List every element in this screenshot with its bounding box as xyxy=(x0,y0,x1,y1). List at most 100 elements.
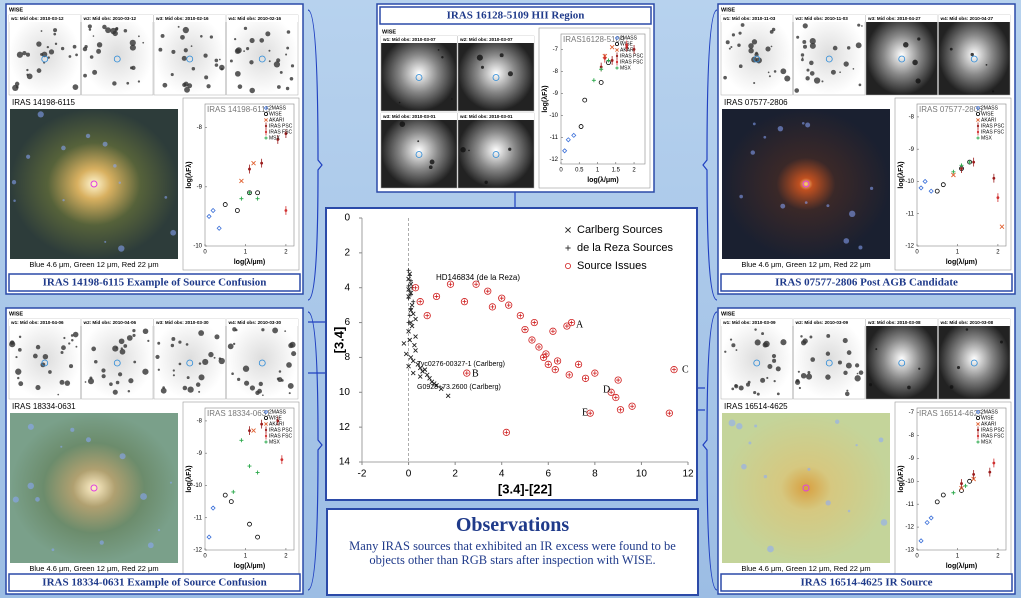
thumb-label: w1: Mid obs: 2010-03-07 xyxy=(382,37,436,42)
star xyxy=(288,383,294,389)
star xyxy=(109,382,113,386)
star xyxy=(272,328,278,334)
x-tick-label: 10 xyxy=(636,469,648,480)
y-tick-label: -11 xyxy=(906,502,915,508)
star xyxy=(40,53,43,56)
star xyxy=(192,67,195,70)
star xyxy=(776,366,781,371)
star xyxy=(89,28,91,30)
sky-star xyxy=(778,126,783,131)
y-tick-label: -9 xyxy=(553,91,559,97)
star xyxy=(121,347,123,349)
sky-star xyxy=(751,150,755,154)
star xyxy=(18,381,23,386)
star xyxy=(18,348,22,352)
star xyxy=(155,355,159,359)
star xyxy=(199,374,205,380)
star xyxy=(75,346,77,348)
dot xyxy=(992,177,995,180)
dot xyxy=(285,209,288,212)
sky-star xyxy=(170,230,176,236)
star xyxy=(875,348,877,350)
x-tick-label: 12 xyxy=(682,469,694,480)
star xyxy=(916,78,921,83)
sky-star xyxy=(879,437,884,442)
star xyxy=(115,28,118,31)
x-axis-label: log(λ/μm) xyxy=(234,562,266,570)
star xyxy=(477,55,483,61)
star xyxy=(259,38,264,43)
star xyxy=(15,369,21,375)
y-tick-label: 12 xyxy=(339,422,351,433)
sky-star xyxy=(764,475,767,478)
sky-image xyxy=(10,109,178,259)
thumb-label: w2: Mid obs: 2010-03-12 xyxy=(83,16,137,21)
sky-star xyxy=(881,519,888,526)
star xyxy=(37,68,42,73)
star xyxy=(796,36,799,39)
star xyxy=(795,380,800,385)
panel-title: IRAS 14198-6115 Example of Source Confus… xyxy=(43,277,267,289)
star xyxy=(128,378,133,383)
y-tick-label: -9 xyxy=(197,184,203,190)
star xyxy=(183,27,189,33)
bracket xyxy=(308,10,322,300)
star xyxy=(132,329,135,332)
star xyxy=(802,40,806,44)
thumb-label: w2: Mid obs: 2010-04-06 xyxy=(83,320,137,325)
star xyxy=(27,74,33,80)
y-tick-label: -8 xyxy=(197,125,203,131)
dot xyxy=(997,196,1000,199)
star xyxy=(19,336,21,338)
x-tick-label: 0.5 xyxy=(575,168,584,174)
sky-star xyxy=(805,122,810,127)
image-label: IRAS 07577-2806 xyxy=(724,98,788,107)
thumb-label: w2: Mid obs: 2010-03-07 xyxy=(459,37,513,42)
star xyxy=(171,50,175,54)
dot xyxy=(265,435,267,437)
star xyxy=(238,84,243,89)
thumb-label: w3: Mid obs: 2010-04-27 xyxy=(867,16,921,21)
sky-star xyxy=(739,195,743,199)
star xyxy=(986,64,988,66)
wise-label: WISE xyxy=(382,29,396,35)
star xyxy=(286,362,292,368)
star xyxy=(15,356,17,358)
x-tick-label: 0 xyxy=(406,469,412,480)
legend-label: Carlberg Sources xyxy=(577,224,663,236)
sky-image xyxy=(722,413,890,563)
star xyxy=(127,335,133,341)
sky-star xyxy=(12,180,16,184)
star xyxy=(61,47,64,50)
y-tick-label: -12 xyxy=(905,244,914,250)
star xyxy=(838,360,842,364)
star xyxy=(215,63,218,66)
thumb-label: w3: Mid obs: 2010-03-08 xyxy=(867,320,921,325)
star xyxy=(500,53,504,57)
sky-star xyxy=(835,420,839,424)
star xyxy=(178,26,180,28)
sky-star xyxy=(807,468,810,471)
y-tick-label: -9 xyxy=(197,451,203,457)
x-axis-label: log(λ/μm) xyxy=(234,258,266,266)
sky-star xyxy=(70,428,74,432)
sky-star xyxy=(28,483,34,489)
star xyxy=(184,87,190,93)
star xyxy=(198,330,204,336)
y-tick-label: -9 xyxy=(909,147,915,153)
star xyxy=(726,40,730,44)
sky-star xyxy=(729,420,736,427)
star xyxy=(214,357,216,359)
thumbnail xyxy=(381,36,457,111)
sed-title: IRAS 18334-0631 xyxy=(207,409,271,418)
star xyxy=(26,69,28,71)
star xyxy=(47,46,49,48)
star xyxy=(810,43,816,49)
star xyxy=(184,48,188,52)
star xyxy=(173,369,175,371)
star xyxy=(279,370,282,373)
thumbnail xyxy=(866,319,938,399)
star xyxy=(69,364,73,368)
star xyxy=(36,41,41,46)
thumbnail xyxy=(82,319,154,399)
